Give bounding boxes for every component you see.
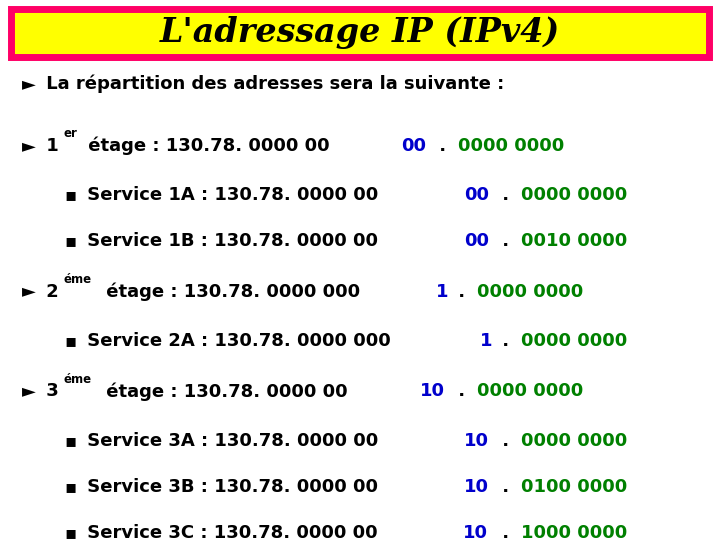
Text: Service 2A : 130.78. 0000 000: Service 2A : 130.78. 0000 000 [81, 332, 390, 350]
Text: .: . [495, 524, 515, 540]
Text: 00: 00 [464, 232, 489, 251]
Text: .: . [433, 137, 453, 155]
Text: étage : 130.78. 0000 000: étage : 130.78. 0000 000 [100, 282, 360, 301]
Text: 0000 0000: 0000 0000 [521, 186, 628, 205]
Text: .: . [496, 432, 516, 450]
Text: ►: ► [22, 282, 35, 301]
Text: ▪: ▪ [65, 478, 77, 496]
Text: 0000 0000: 0000 0000 [459, 137, 564, 155]
Text: ▪: ▪ [65, 524, 77, 540]
Text: ►: ► [22, 137, 35, 155]
Text: Service 3B : 130.78. 0000 00: Service 3B : 130.78. 0000 00 [81, 478, 377, 496]
Text: .: . [496, 332, 516, 350]
Text: 3: 3 [40, 382, 58, 401]
Text: 00: 00 [464, 186, 489, 205]
Text: L'adressage IP (IPv4): L'adressage IP (IPv4) [160, 16, 560, 50]
Text: ▪: ▪ [65, 332, 77, 350]
Text: .: . [451, 382, 471, 401]
FancyBboxPatch shape [11, 9, 709, 57]
Text: éme: éme [63, 273, 92, 286]
Text: étage : 130.78. 0000 00: étage : 130.78. 0000 00 [81, 137, 329, 155]
Text: 00: 00 [401, 137, 426, 155]
Text: étage : 130.78. 0000 00: étage : 130.78. 0000 00 [100, 382, 348, 401]
Text: 10: 10 [464, 524, 488, 540]
Text: .: . [451, 282, 471, 301]
Text: Service 3C : 130.78. 0000 00: Service 3C : 130.78. 0000 00 [81, 524, 377, 540]
Text: ▪: ▪ [65, 186, 77, 205]
Text: ►: ► [22, 75, 35, 93]
Text: 0010 0000: 0010 0000 [521, 232, 627, 251]
Text: 0100 0000: 0100 0000 [521, 478, 627, 496]
Text: ▪: ▪ [65, 432, 77, 450]
Text: 10: 10 [464, 478, 489, 496]
Text: .: . [496, 478, 516, 496]
Text: 1: 1 [40, 137, 58, 155]
Text: Service 3A : 130.78. 0000 00: Service 3A : 130.78. 0000 00 [81, 432, 378, 450]
Text: .: . [496, 232, 516, 251]
Text: 0000 0000: 0000 0000 [477, 282, 583, 301]
Text: ▪: ▪ [65, 232, 77, 251]
Text: 1: 1 [436, 282, 448, 301]
Text: 0000 0000: 0000 0000 [521, 432, 628, 450]
Text: 0000 0000: 0000 0000 [477, 382, 583, 401]
Text: .: . [496, 186, 516, 205]
Text: 0000 0000: 0000 0000 [521, 332, 628, 350]
Text: 1: 1 [480, 332, 492, 350]
Text: Service 1B : 130.78. 0000 00: Service 1B : 130.78. 0000 00 [81, 232, 377, 251]
Text: La répartition des adresses sera la suivante :: La répartition des adresses sera la suiv… [40, 75, 504, 93]
Text: 1000 0000: 1000 0000 [521, 524, 627, 540]
Text: ►: ► [22, 382, 35, 401]
Text: 2: 2 [40, 282, 58, 301]
Text: Service 1A : 130.78. 0000 00: Service 1A : 130.78. 0000 00 [81, 186, 378, 205]
Text: 10: 10 [420, 382, 444, 401]
Text: éme: éme [63, 373, 92, 386]
Text: er: er [63, 127, 78, 140]
Text: 10: 10 [464, 432, 489, 450]
